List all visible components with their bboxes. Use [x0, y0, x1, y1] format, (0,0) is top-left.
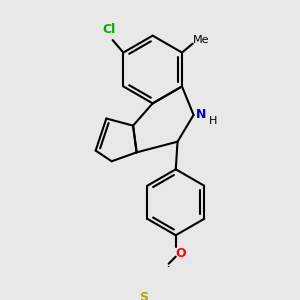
Text: Me: Me	[194, 35, 210, 45]
Text: H: H	[209, 116, 218, 126]
Text: S: S	[139, 291, 148, 300]
Text: N: N	[196, 108, 206, 122]
Text: Cl: Cl	[103, 23, 116, 36]
Text: O: O	[175, 247, 185, 260]
